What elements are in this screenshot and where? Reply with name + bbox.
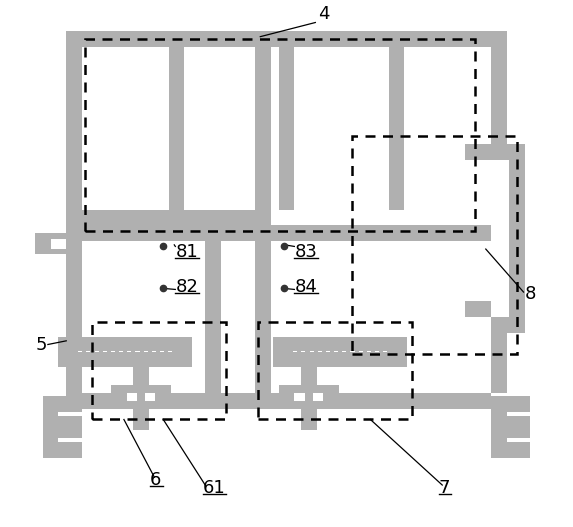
Text: 4: 4: [318, 5, 329, 23]
Bar: [111, 385, 171, 409]
Bar: [66, 32, 82, 226]
Bar: [123, 352, 127, 353]
Bar: [363, 352, 367, 353]
Bar: [255, 377, 271, 409]
Bar: [289, 352, 293, 353]
Bar: [85, 40, 475, 231]
Text: 81: 81: [175, 242, 198, 261]
Bar: [58, 438, 82, 442]
Bar: [278, 385, 339, 409]
Bar: [338, 352, 342, 353]
Bar: [42, 422, 82, 458]
Bar: [465, 144, 491, 160]
Bar: [74, 352, 176, 353]
Bar: [99, 352, 103, 353]
Bar: [491, 32, 507, 393]
Bar: [35, 233, 82, 255]
Bar: [66, 210, 507, 226]
Bar: [172, 352, 176, 353]
Bar: [313, 393, 323, 401]
Text: 7: 7: [438, 479, 450, 496]
Bar: [92, 323, 226, 419]
Bar: [273, 337, 407, 367]
Bar: [305, 352, 309, 353]
Bar: [74, 352, 78, 353]
Bar: [82, 226, 255, 241]
Text: 61: 61: [203, 479, 225, 496]
Text: 8: 8: [525, 285, 536, 302]
Bar: [83, 352, 87, 353]
Bar: [273, 344, 339, 360]
Bar: [82, 226, 205, 241]
Bar: [140, 352, 144, 353]
Bar: [491, 396, 531, 432]
Bar: [301, 352, 317, 385]
Bar: [82, 393, 255, 409]
Bar: [148, 352, 152, 353]
Text: 84: 84: [295, 278, 317, 296]
Bar: [371, 352, 375, 353]
Bar: [66, 226, 82, 393]
Bar: [465, 160, 509, 317]
Bar: [271, 47, 491, 393]
Bar: [330, 352, 334, 353]
Bar: [465, 301, 491, 317]
Bar: [491, 32, 507, 226]
Bar: [255, 32, 271, 393]
Bar: [347, 352, 351, 353]
Bar: [313, 352, 318, 353]
Bar: [301, 409, 317, 430]
Bar: [58, 337, 192, 367]
Bar: [133, 352, 149, 385]
Bar: [507, 412, 531, 416]
Bar: [111, 344, 192, 360]
Bar: [297, 352, 301, 353]
Bar: [205, 226, 221, 393]
Bar: [289, 352, 391, 353]
Bar: [379, 352, 383, 353]
Bar: [322, 352, 326, 353]
Bar: [107, 352, 111, 353]
Bar: [164, 352, 168, 353]
Bar: [145, 393, 155, 401]
Bar: [507, 438, 531, 442]
Bar: [449, 144, 525, 333]
Text: 83: 83: [295, 242, 317, 261]
Bar: [50, 239, 66, 249]
Bar: [58, 412, 82, 416]
Bar: [82, 47, 491, 210]
Bar: [387, 352, 391, 353]
Bar: [491, 422, 531, 458]
Bar: [127, 393, 137, 401]
Text: 5: 5: [36, 336, 48, 354]
Bar: [271, 393, 491, 409]
Bar: [168, 47, 185, 210]
Bar: [258, 323, 413, 419]
Bar: [355, 352, 359, 353]
Bar: [115, 352, 119, 353]
Bar: [66, 377, 82, 409]
Bar: [131, 352, 135, 353]
Bar: [388, 47, 405, 210]
Bar: [133, 409, 149, 430]
Text: 82: 82: [175, 278, 198, 296]
Bar: [82, 226, 205, 393]
Bar: [295, 393, 305, 401]
Bar: [42, 396, 82, 432]
Bar: [352, 136, 517, 354]
Bar: [91, 352, 95, 353]
Bar: [66, 32, 507, 47]
Bar: [82, 393, 255, 409]
Bar: [271, 226, 491, 241]
Bar: [66, 393, 82, 458]
Bar: [156, 352, 160, 353]
Bar: [278, 47, 295, 210]
Text: 6: 6: [150, 471, 162, 489]
